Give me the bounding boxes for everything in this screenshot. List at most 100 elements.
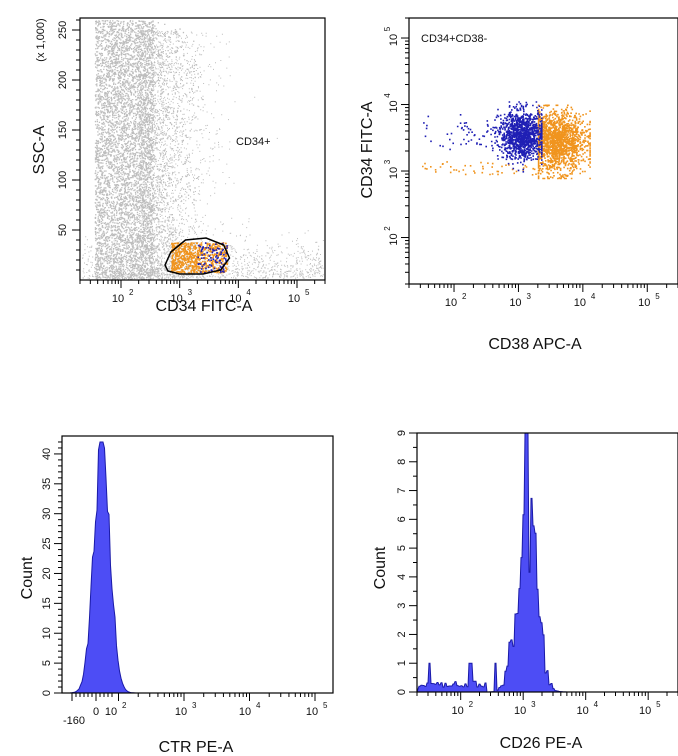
x-axis-tick-exponent: 2 [129, 288, 134, 297]
cd34-vs-cd38-scatter-panel: CD34+CD38- 10 2 10 3 10 4 10 5 10 2 10 3 10 4 10 5 CD3… [339, 0, 678, 378]
y-axis-label: SSC-A [31, 125, 48, 174]
y-axis-tick-label: 5 [41, 660, 53, 666]
y-axis-tick-label: 15 [41, 597, 53, 609]
plot-frame [61, 435, 334, 694]
x-axis-tick-exponent: 3 [526, 292, 531, 301]
x-axis-tick-label: 10 [638, 297, 650, 309]
x-axis-tick-label: 10 [112, 293, 124, 305]
y-axis-tick-exponent: 4 [383, 93, 392, 98]
x-axis-tick-label: 10 [306, 706, 318, 718]
plot-frame [416, 432, 678, 693]
y-axis-tick-label: 30 [41, 508, 53, 520]
y-axis-tick-label: 100 [57, 171, 69, 189]
ssc-cd34-event-dots [82, 20, 324, 281]
y-axis-tick-label: 10 [388, 167, 400, 179]
y-axis-tick-label: 250 [57, 21, 69, 39]
y-axis-tick-label: 200 [57, 71, 69, 89]
y-axis-tick-label: 2 [396, 631, 408, 637]
cd34-positive-gate [164, 237, 231, 275]
y-axis-tick-label: 10 [388, 233, 400, 245]
y-axis-tick-exponent: 2 [383, 226, 392, 231]
y-axis-ticks: 0 5 10 15 20 25 30 35 40 [41, 441, 62, 696]
ctr-histogram-area [61, 441, 137, 694]
y-axis-tick-label: 10 [388, 34, 400, 46]
y-axis-label: Count [372, 546, 389, 589]
ssc-vs-cd34-scatter-panel: CD34+ 10 2 10 3 10 4 10 5 50 100 150 200 250 CD34 F… [0, 0, 339, 378]
y-axis-tick-label: 7 [396, 487, 408, 493]
x-axis-ticks: 10 2 10 3 10 4 10 5 [416, 692, 678, 717]
y-axis-tick-exponent: 3 [383, 159, 392, 164]
y-axis-label: CD34 FITC-A [359, 101, 376, 198]
y-axis-ticks: 50 100 150 200 250 [57, 19, 80, 271]
x-axis-tick-exponent: 3 [192, 701, 197, 710]
cd34-vs-cd38-scatter-plot: CD34+CD38- 10 2 10 3 10 4 10 5 10 2 10 3 10 4 10 5 CD3… [359, 17, 678, 353]
x-axis-tick-label: 10 [445, 297, 457, 309]
y-axis-tick-label: 8 [396, 459, 408, 465]
y-axis-tick-label: 35 [41, 478, 53, 490]
x-axis-tick-exponent: 4 [256, 701, 261, 710]
y-axis-tick-exponent: 5 [383, 26, 392, 31]
x-axis-tick-label: 10 [171, 293, 183, 305]
cd34-positive-gate-label: CD34+ [236, 136, 271, 148]
y-axis-tick-label: 6 [396, 516, 408, 522]
y-axis-label: Count [19, 556, 36, 599]
cd34pos-cd38neg-gate-label: CD34+CD38- [421, 33, 488, 45]
cd38-negative-events [423, 101, 543, 173]
y-axis-ticks: 0 1 2 3 4 5 6 7 8 9 [396, 430, 417, 695]
y-axis-ticks: 10 2 10 3 10 4 10 5 [383, 17, 409, 285]
x-axis-tick-exponent: 2 [462, 292, 467, 301]
y-axis-tick-label: 1 [396, 660, 408, 666]
y-axis-unit: (x 1,000) [35, 18, 47, 61]
ctr-pe-histogram: -160 0 10 2 10 3 10 4 10 5 0 5 10 15 20 25 30 35 40 CTR P… [19, 435, 334, 756]
x-axis-label: CD34 FITC-A [156, 298, 253, 315]
y-axis-tick-label: 40 [41, 448, 53, 460]
x-axis-tick-exponent: 2 [469, 700, 474, 709]
x-axis-tick-label: 10 [175, 706, 187, 718]
x-axis-tick-label: 10 [229, 293, 241, 305]
ssc-vs-cd34-scatter-plot: CD34+ 10 2 10 3 10 4 10 5 50 100 150 200 250 CD34 F… [31, 17, 326, 315]
y-axis-tick-label: 10 [41, 627, 53, 639]
x-axis-label: CTR PE-A [159, 739, 234, 756]
x-axis-tick-exponent: 5 [655, 292, 660, 301]
cd26-histogram-area [416, 432, 581, 693]
y-axis-tick-label: 50 [57, 224, 69, 236]
x-axis-label: CD26 PE-A [500, 735, 583, 752]
x-axis-ticks: 10 2 10 3 10 4 10 5 [79, 280, 326, 305]
y-axis-tick-label: 4 [396, 574, 408, 580]
x-axis-tick-exponent: 5 [305, 288, 310, 297]
x-axis-tick-label: 10 [509, 297, 521, 309]
cd34-cd38-event-dots [422, 101, 591, 180]
x-axis-tick-label: 10 [574, 297, 586, 309]
x-axis-tick-exponent: 4 [594, 700, 599, 709]
x-axis-tick-exponent: 2 [122, 701, 127, 710]
cd26-histogram-panel: 10 2 10 3 10 4 10 5 0 1 2 3 4 5 6 7 8 9 CD26 PE-A Count [339, 378, 678, 756]
y-axis-tick-label: 25 [41, 537, 53, 549]
x-axis-tick-label: -160 [63, 715, 85, 727]
background-events [82, 20, 324, 281]
plot-frame [79, 17, 326, 281]
x-axis-tick-label: 10 [452, 705, 464, 717]
cd38-positive-events [422, 104, 591, 180]
x-axis-tick-label: 10 [288, 293, 300, 305]
x-axis-tick-exponent: 3 [531, 700, 536, 709]
y-axis-tick-label: 0 [41, 690, 53, 696]
y-axis-tick-label: 0 [396, 689, 408, 695]
y-axis-tick-label: 9 [396, 430, 408, 436]
x-axis-tick-label: 10 [105, 706, 117, 718]
y-axis-tick-label: 10 [388, 100, 400, 112]
x-axis-tick-exponent: 4 [591, 292, 596, 301]
x-axis-ticks: -160 0 10 2 10 3 10 4 10 5 [63, 693, 328, 727]
x-axis-tick-exponent: 5 [656, 700, 661, 709]
x-axis-tick-label: 0 [93, 706, 99, 718]
x-axis-tick-label: 10 [577, 705, 589, 717]
x-axis-tick-exponent: 3 [188, 288, 193, 297]
x-axis-tick-exponent: 5 [323, 701, 328, 710]
y-axis-tick-label: 5 [396, 545, 408, 551]
x-axis-tick-label: 10 [514, 705, 526, 717]
gated-blue-events [197, 242, 228, 274]
cd26-pe-histogram: 10 2 10 3 10 4 10 5 0 1 2 3 4 5 6 7 8 9 CD26 PE-A Count [372, 430, 678, 752]
y-axis-tick-label: 150 [57, 121, 69, 139]
x-axis-tick-label: 10 [239, 706, 251, 718]
x-axis-tick-label: 10 [639, 705, 651, 717]
y-axis-tick-label: 3 [396, 603, 408, 609]
